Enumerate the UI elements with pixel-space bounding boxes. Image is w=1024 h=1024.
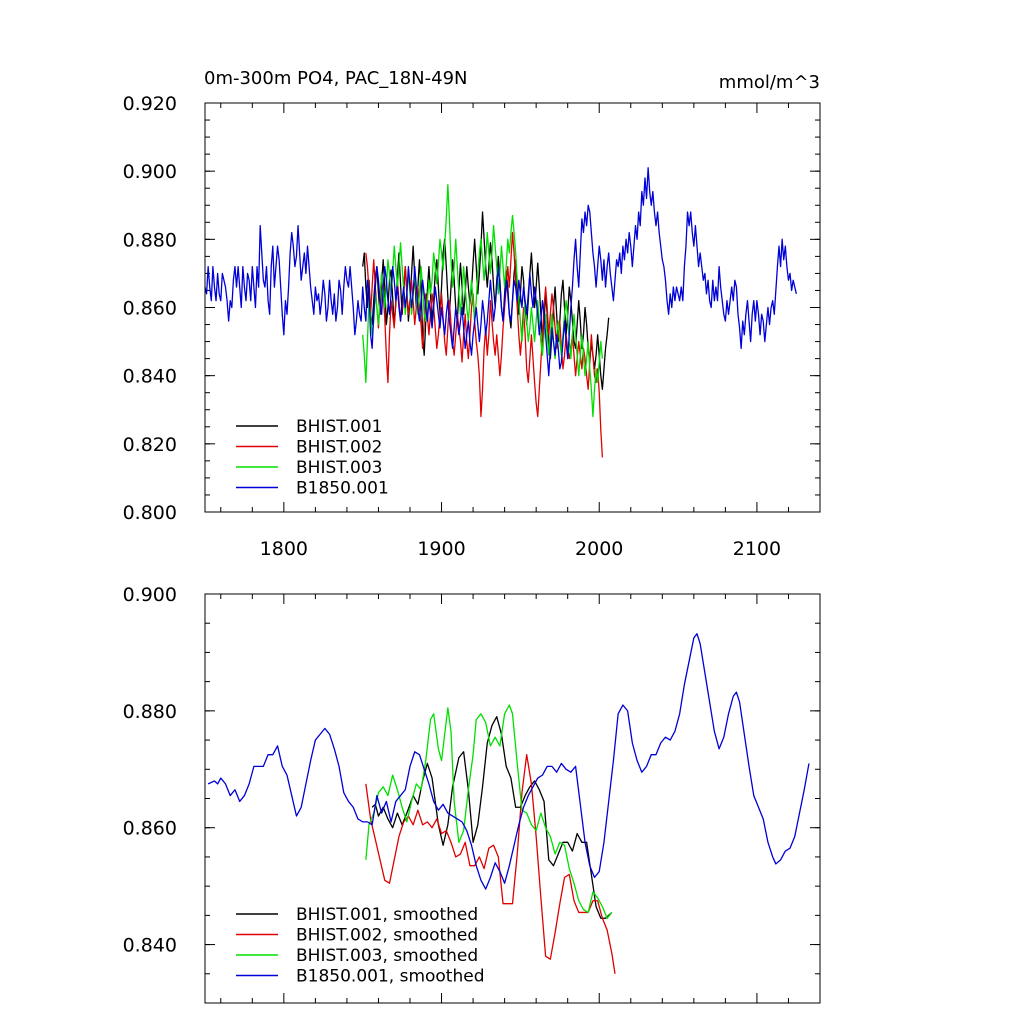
top-panel-units: mmol/m^3 <box>719 72 820 93</box>
bottom-panel-ticks <box>205 593 821 1004</box>
legend-label-bhist-002: BHIST.002 <box>296 438 382 458</box>
y-tick-label: 0.840 <box>123 935 177 957</box>
series-line-b1850-001-smoothed <box>207 633 810 890</box>
x-tick-label: 1800 <box>260 538 308 560</box>
top-panel-title: 0m-300m PO4, PAC_18N-49N <box>204 68 468 89</box>
bottom-panel-plot-area <box>207 633 810 974</box>
legend-label-bhist-002-smoothed: BHIST.002, smoothed <box>296 926 478 946</box>
y-tick-label: 0.840 <box>123 366 177 388</box>
bottom-panel: 0.840 0.860 0.880 0.900 BHIST.001, smoothed… <box>123 584 821 1004</box>
top-panel: 0m-300m PO4, PAC_18N-49N mmol/m^3 0.8000… <box>123 68 821 560</box>
y-tick-label: 0.880 <box>123 229 177 251</box>
y-tick-label: 0.800 <box>123 502 177 524</box>
x-tick-label: 2100 <box>733 538 781 560</box>
top-panel-y-tick-labels: 0.800 0.820 0.840 0.860 0.880 0.900 0.920 <box>123 93 177 524</box>
legend-label-bhist-003-smoothed: BHIST.003, smoothed <box>296 946 478 966</box>
y-tick-label: 0.860 <box>123 298 177 320</box>
y-tick-label: 0.820 <box>123 434 177 456</box>
legend-label-b1850-001-smoothed: B1850.001, smoothed <box>296 967 485 987</box>
x-tick-label: 1900 <box>417 538 465 560</box>
legend-label-bhist-001: BHIST.001 <box>296 417 382 437</box>
y-tick-label: 0.880 <box>123 701 177 723</box>
bottom-panel-frame <box>204 593 821 1004</box>
legend-label-bhist-001-smoothed: BHIST.001, smoothed <box>296 905 478 925</box>
series-line-bhist-002 <box>365 231 604 458</box>
y-tick-label: 0.900 <box>123 161 177 183</box>
top-panel-x-tick-labels: 1800 1900 2000 2100 <box>260 538 781 560</box>
x-tick-label: 2000 <box>575 538 623 560</box>
series-line-bhist-001-smoothed <box>371 716 613 919</box>
top-panel-plot-area <box>205 167 797 458</box>
series-line-bhist-003-smoothed <box>365 704 613 919</box>
bottom-panel-y-tick-labels: 0.840 0.860 0.880 0.900 <box>123 584 177 957</box>
series-line-b1850-001 <box>205 167 797 377</box>
y-tick-label: 0.860 <box>123 818 177 840</box>
y-tick-label: 0.900 <box>123 584 177 606</box>
legend-label-b1850-001: B1850.001 <box>296 479 389 499</box>
top-panel-frame <box>204 102 821 513</box>
legend-label-bhist-003: BHIST.003 <box>296 458 382 478</box>
top-panel-ticks <box>205 102 821 513</box>
y-tick-label: 0.920 <box>123 93 177 115</box>
